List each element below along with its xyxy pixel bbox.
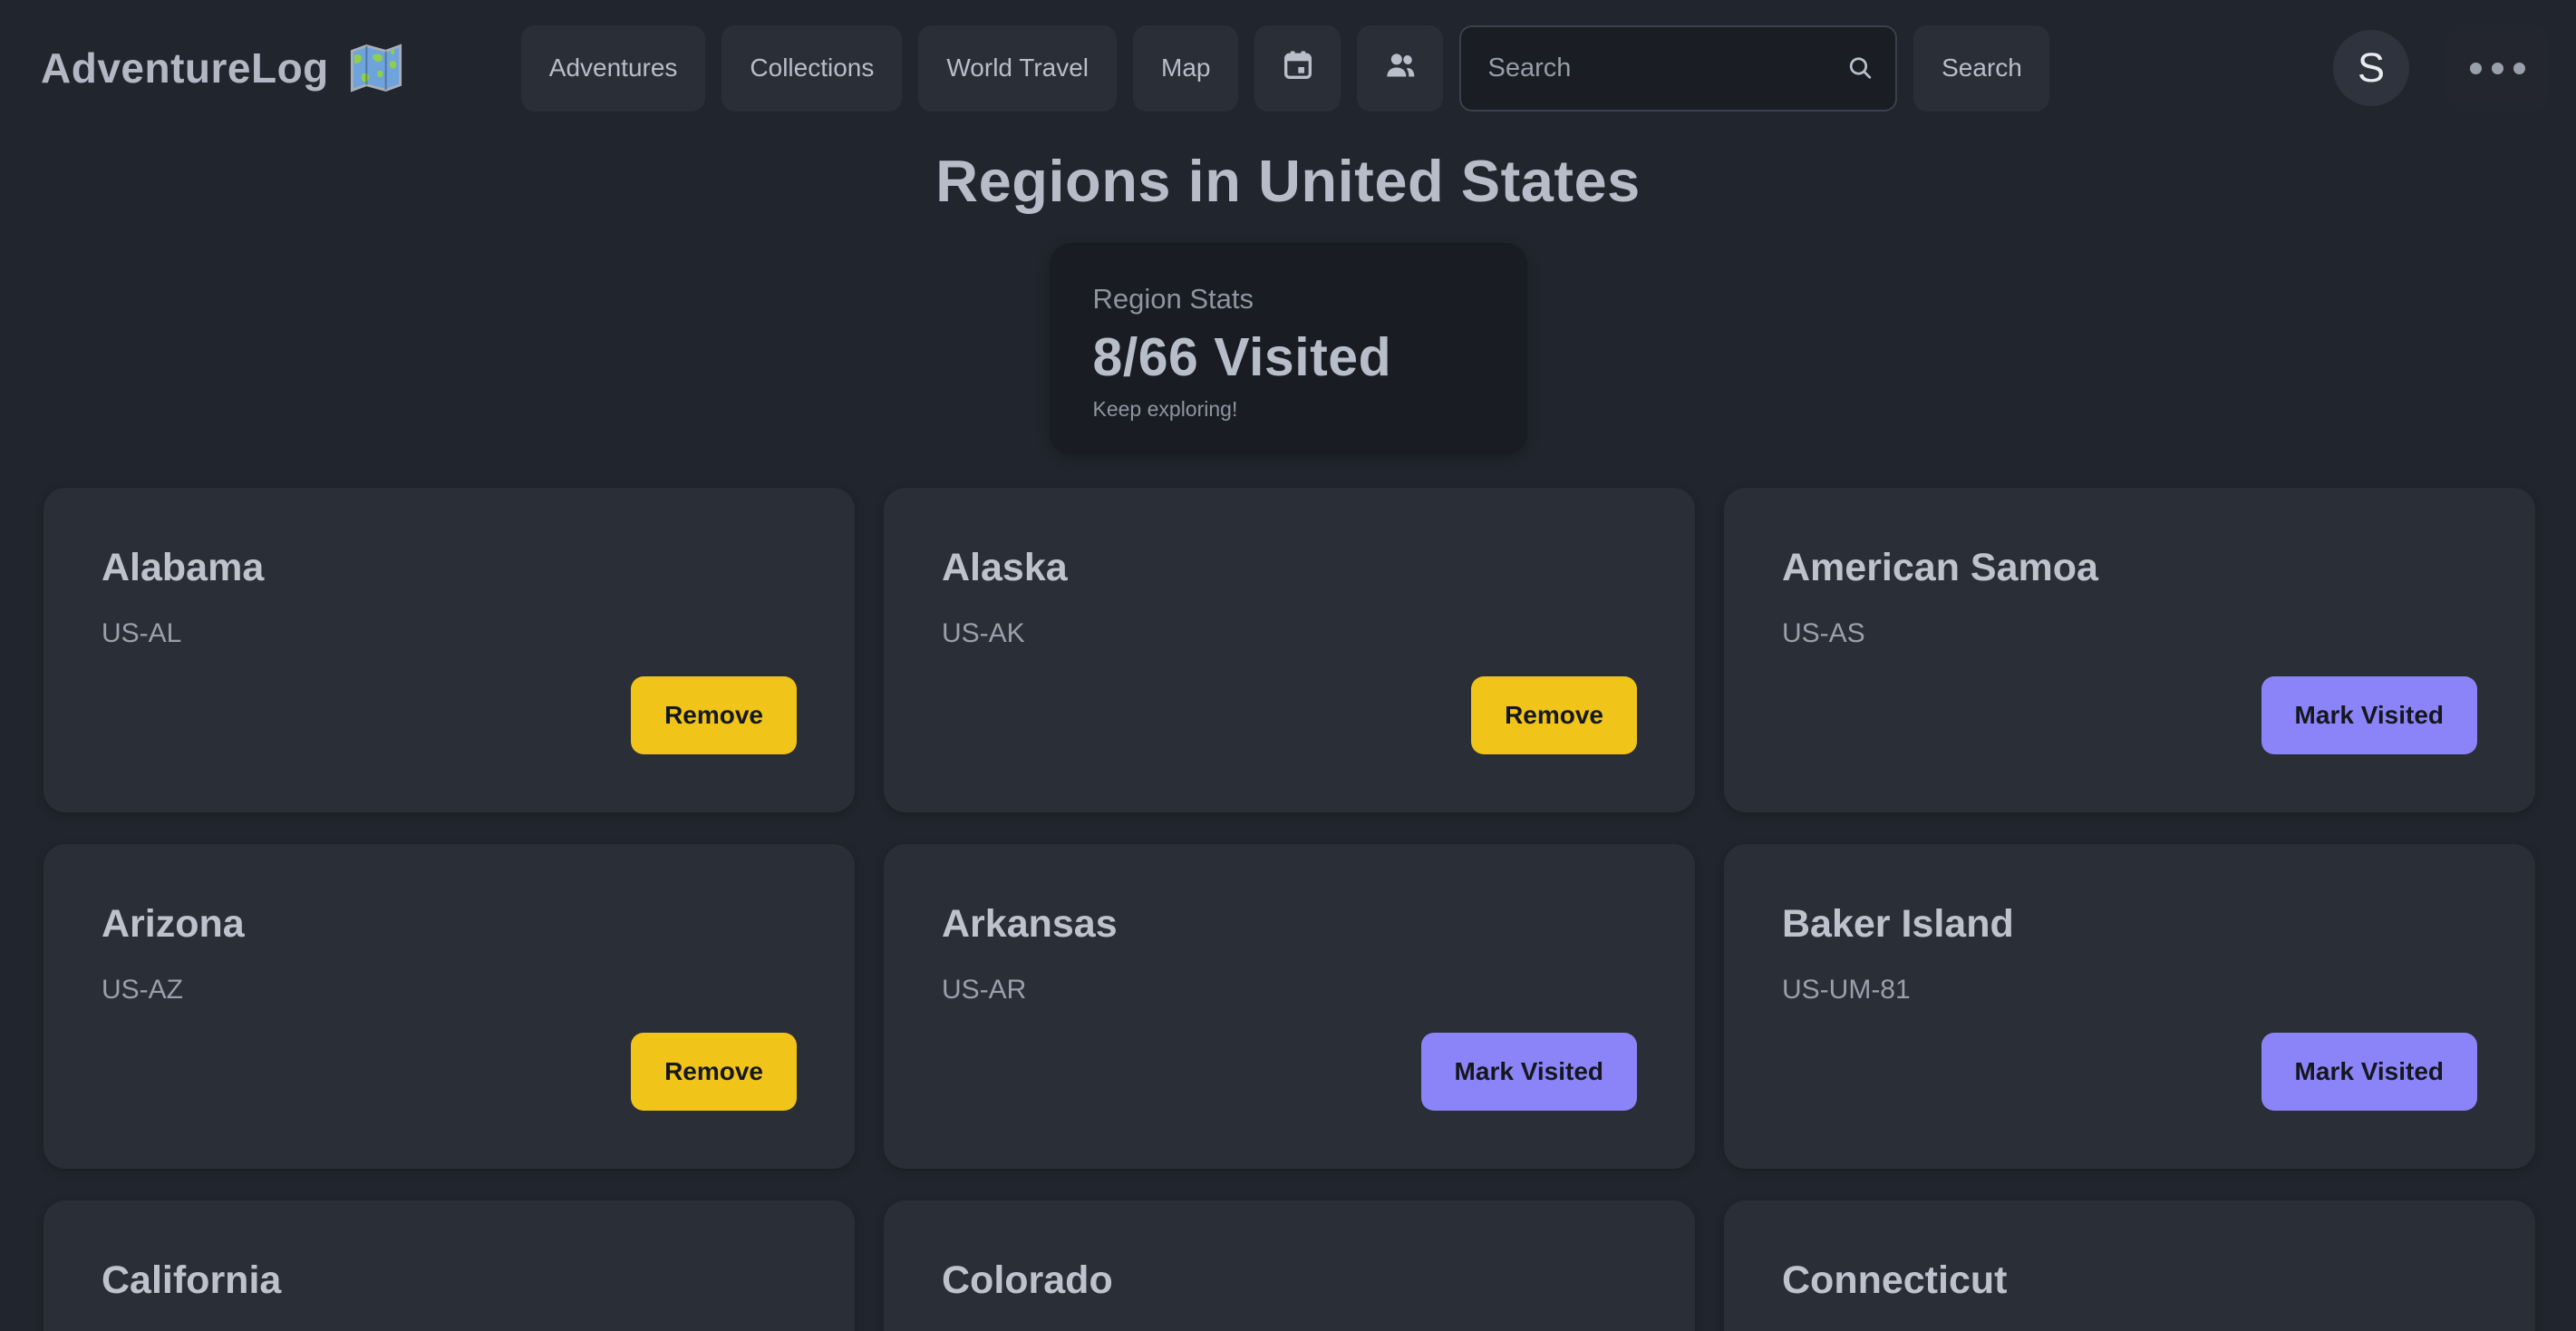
card-actions: Remove <box>102 675 797 754</box>
card-actions: Mark Visited <box>1782 1032 2477 1111</box>
region-code: US-AZ <box>102 974 183 1005</box>
card-actions: Remove <box>942 675 1637 754</box>
nav-adventures[interactable]: Adventures <box>520 24 706 112</box>
region-code: US-AS <box>1782 617 1865 648</box>
region-name: Alaska <box>942 545 1068 589</box>
card-actions: Mark Visited <box>942 1032 1637 1111</box>
nav-world-travel[interactable]: World Travel <box>918 24 1118 112</box>
region-card: Alaska US-AK Remove <box>884 487 1695 812</box>
main-content: Regions in United States Region Stats 8/… <box>0 148 2576 1331</box>
nav-map[interactable]: Map <box>1133 24 1239 112</box>
search-icon <box>1845 53 1875 83</box>
calendar-icon <box>1280 47 1316 90</box>
brand-name: AdventureLog <box>41 44 329 92</box>
navbar: AdventureLog Adventures Collections Worl… <box>0 0 2576 136</box>
stats-label: Region Stats <box>1092 282 1254 315</box>
main-nav: Adventures Collections World Travel Map <box>520 24 1444 112</box>
region-name: Alabama <box>102 545 265 589</box>
region-card: American Samoa US-AS Mark Visited <box>1724 487 2535 812</box>
users-button[interactable] <box>1357 24 1444 112</box>
region-card: Colorado US-CO <box>884 1200 1695 1331</box>
region-code: US-AR <box>942 974 1027 1005</box>
region-name: Connecticut <box>1782 1258 2008 1302</box>
region-card: California US-CA <box>44 1200 855 1331</box>
region-name: American Samoa <box>1782 545 2098 589</box>
card-actions: Mark Visited <box>1782 675 2477 754</box>
region-card: Arkansas US-AR Mark Visited <box>884 843 1695 1169</box>
region-stats-card: Region Stats 8/66 Visited Keep exploring… <box>1049 242 1527 454</box>
world-map-icon <box>347 39 405 97</box>
region-name: Colorado <box>942 1258 1113 1302</box>
region-action-button[interactable]: Remove <box>631 1032 797 1111</box>
search-field-wrap <box>1459 24 1898 112</box>
region-action-button[interactable]: Mark Visited <box>2261 675 2477 754</box>
region-action-button[interactable]: Mark Visited <box>2261 1032 2477 1111</box>
search-button[interactable]: Search <box>1913 24 2050 112</box>
overflow-menu-button[interactable] <box>2445 25 2549 111</box>
region-code: US-AL <box>102 617 182 648</box>
card-actions: Remove <box>102 1032 797 1111</box>
region-action-button[interactable]: Mark Visited <box>1420 1032 1637 1111</box>
region-name: Arizona <box>102 901 245 946</box>
region-name: California <box>102 1258 282 1302</box>
search-input[interactable] <box>1459 24 1898 112</box>
region-card: Arizona US-AZ Remove <box>44 843 855 1169</box>
regions-grid: Alabama US-AL Remove Alaska US-AK Remove… <box>0 454 2576 1331</box>
ellipsis-icon <box>2469 62 2525 74</box>
region-card: Baker Island US-UM-81 Mark Visited <box>1724 843 2535 1169</box>
brand-logo[interactable]: AdventureLog <box>41 39 405 97</box>
nav-collections[interactable]: Collections <box>721 24 903 112</box>
calendar-button[interactable] <box>1254 24 1341 112</box>
region-name: Arkansas <box>942 901 1118 946</box>
users-icon <box>1382 47 1419 90</box>
region-name: Baker Island <box>1782 901 2014 946</box>
region-card: Connecticut US-CT <box>1724 1200 2535 1331</box>
region-action-button[interactable]: Remove <box>1471 675 1637 754</box>
avatar[interactable]: S <box>2333 30 2409 106</box>
region-action-button[interactable]: Remove <box>631 675 797 754</box>
stats-value: 8/66 Visited <box>1092 326 1392 387</box>
region-code: US-UM-81 <box>1782 974 1911 1005</box>
page-title: Regions in United States <box>935 148 1641 214</box>
region-card: Alabama US-AL Remove <box>44 487 855 812</box>
region-code: US-AK <box>942 617 1025 648</box>
stats-subtext: Keep exploring! <box>1092 396 1238 421</box>
